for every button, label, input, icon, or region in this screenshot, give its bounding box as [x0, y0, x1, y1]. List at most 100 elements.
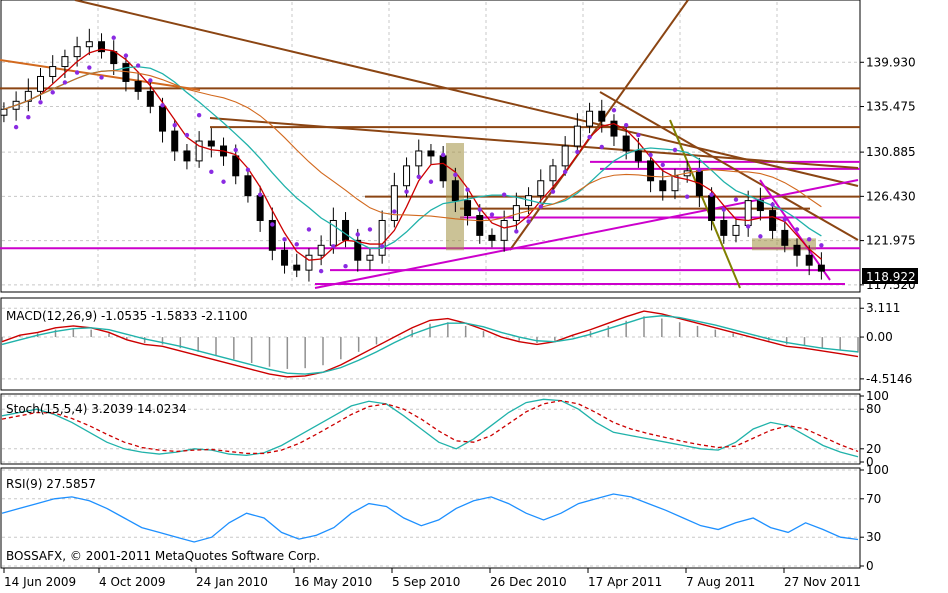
candle-body: [293, 264, 301, 271]
trendline: [599, 91, 859, 241]
candle-body: [488, 234, 496, 241]
candle-body: [793, 244, 801, 256]
macd-main-line: [1, 310, 859, 378]
candle-body: [390, 185, 398, 221]
price-tick-label: 121.975: [866, 234, 916, 248]
candle-body: [159, 105, 167, 132]
candle-body: [549, 165, 557, 182]
candle-body: [610, 120, 618, 137]
psar-dot: [221, 179, 226, 184]
time-tick-label: 26 Dec 2010: [490, 575, 567, 589]
stochastic-tick-label: 20: [866, 442, 881, 456]
price-candles: [0, 28, 825, 282]
psar-dot: [367, 227, 373, 232]
macd-lines: [1, 310, 859, 378]
psar-dot: [709, 192, 714, 197]
candle-body: [232, 155, 240, 177]
candle-body: [122, 63, 130, 82]
candle-body: [305, 254, 313, 271]
psar-dot: [806, 237, 812, 242]
candle-body: [37, 75, 45, 92]
psar-dot: [87, 65, 92, 70]
copyright-label: BOSSAFX, © 2001-2011 MetaQuotes Software…: [6, 549, 320, 563]
candle-body: [537, 180, 545, 197]
last-price-marker: 118.922: [862, 268, 918, 284]
time-tick-label: 4 Oct 2009: [99, 575, 166, 589]
psar-dot: [50, 90, 55, 95]
candle-body: [805, 254, 813, 266]
psar-dot: [123, 53, 129, 58]
candle-body: [744, 200, 752, 226]
psar-dot: [587, 134, 592, 140]
candle-body: [256, 195, 264, 221]
psar-dot: [404, 189, 409, 194]
time-tick-label: 7 Aug 2011: [686, 575, 755, 589]
last-price-label: 118.922: [866, 270, 916, 284]
candle-body: [134, 80, 142, 92]
candle-body: [708, 195, 716, 221]
candle-body: [451, 180, 459, 202]
psar-dot: [148, 78, 153, 83]
psar-dot: [514, 229, 519, 234]
candle-body: [244, 175, 252, 197]
psar-dot: [721, 207, 726, 212]
psar-dot: [623, 122, 629, 128]
psar-dot: [135, 63, 141, 68]
psar-dot: [379, 244, 385, 249]
psar-dot: [245, 167, 251, 173]
psar-dot: [111, 35, 116, 40]
rsi-tick-label: 30: [866, 530, 881, 544]
psar-dot: [318, 268, 324, 274]
psar-dot: [575, 149, 580, 155]
psar-dot: [562, 169, 568, 175]
psar-dot: [62, 80, 68, 85]
psar-dot: [209, 169, 214, 175]
candle-body: [732, 224, 740, 236]
psar-dot: [331, 244, 336, 249]
candle-body: [500, 219, 508, 241]
candle-body: [720, 219, 728, 236]
psar-dot: [257, 192, 263, 197]
macd-panel: 3.111 0.00 -4.5146 MACD(12,26,9) -1.0535 -…: [0, 297, 912, 391]
rsi-tick-label: 100: [866, 463, 889, 477]
moving-average-slow: [3, 69, 822, 222]
macd-axis-ticks: 3.111 0.00 -4.5146: [860, 301, 912, 386]
macd-tick-label: 3.111: [866, 301, 900, 315]
psar-dot: [294, 242, 299, 247]
psar-dot: [758, 234, 763, 239]
price-tick-label: 139.930: [866, 55, 916, 69]
candle-body: [354, 239, 362, 261]
rsi-panel-frame: [0, 467, 861, 569]
candle-body: [781, 229, 789, 246]
stochastic-tick-label: 80: [866, 402, 881, 416]
candle-body: [464, 200, 472, 217]
psar-dot: [770, 202, 775, 207]
trendline: [74, 0, 859, 187]
psar-dot: [416, 174, 421, 179]
psar-dot: [270, 222, 275, 227]
macd-tick-label: -4.5146: [866, 372, 912, 386]
rsi-tick-label: 0: [866, 559, 874, 573]
stochastic-signal-line: [1, 399, 859, 455]
psar-dot: [697, 167, 702, 173]
macd-panel-frame: [0, 297, 861, 391]
psar-dot: [99, 75, 104, 80]
time-tick-label: 27 Nov 2011: [784, 575, 861, 589]
price-tick-label: 126.430: [866, 189, 916, 203]
last-price-box: [862, 268, 918, 284]
psar-dot: [306, 227, 312, 232]
time-tick-label: 16 May 2010: [294, 575, 372, 589]
rsi-line: [1, 493, 859, 543]
psar-dot: [672, 147, 678, 153]
rsi-title: RSI(9) 27.5857: [6, 477, 96, 491]
psar-dot: [599, 144, 604, 150]
psar-dot: [477, 207, 482, 212]
psar-dot: [172, 122, 177, 128]
psar-dot: [343, 263, 348, 269]
candle-body: [634, 150, 642, 162]
psar-dot: [26, 115, 31, 120]
psar-dot: [428, 179, 434, 184]
candle-body: [427, 150, 435, 157]
